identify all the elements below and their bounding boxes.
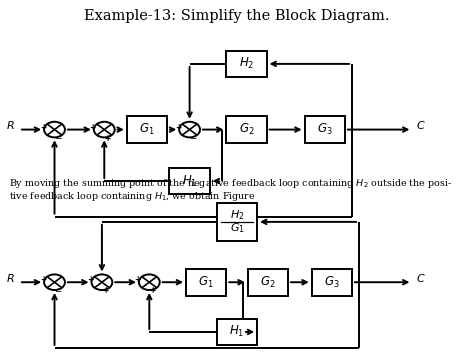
Text: $G_2$: $G_2$ [260, 275, 275, 290]
Text: $G_1$: $G_1$ [229, 222, 245, 235]
FancyBboxPatch shape [227, 116, 266, 143]
Text: $G_3$: $G_3$ [324, 275, 339, 290]
FancyBboxPatch shape [217, 319, 257, 345]
Text: $R$: $R$ [7, 119, 15, 131]
FancyBboxPatch shape [170, 168, 210, 194]
FancyBboxPatch shape [186, 269, 227, 295]
FancyBboxPatch shape [247, 269, 288, 295]
Text: +: + [90, 123, 96, 132]
Text: +: + [104, 134, 110, 143]
Text: tive feedback loop containing $H_1$, we obtain Figure: tive feedback loop containing $H_1$, we … [9, 190, 256, 203]
Text: $C$: $C$ [416, 272, 426, 284]
FancyBboxPatch shape [127, 116, 167, 143]
Text: $G_1$: $G_1$ [139, 122, 155, 137]
Text: Example-13: Simplify the Block Diagram.: Example-13: Simplify the Block Diagram. [84, 9, 390, 23]
Text: +: + [40, 123, 46, 132]
Text: −: − [54, 286, 62, 295]
Text: $H_1$: $H_1$ [182, 174, 197, 189]
Text: $H_2$: $H_2$ [230, 208, 244, 222]
Text: −: − [189, 134, 197, 143]
Text: $G_3$: $G_3$ [317, 122, 332, 137]
FancyBboxPatch shape [311, 269, 352, 295]
Text: $G_1$: $G_1$ [199, 275, 214, 290]
Text: $C$: $C$ [416, 119, 426, 131]
Text: +: + [40, 275, 46, 284]
Text: $H_1$: $H_1$ [229, 324, 245, 339]
Text: +: + [175, 123, 181, 132]
Text: $H_2$: $H_2$ [239, 56, 254, 71]
Text: +: + [87, 275, 93, 284]
FancyBboxPatch shape [304, 116, 345, 143]
FancyBboxPatch shape [227, 51, 266, 77]
Text: By moving the summing point of the negative feedback loop containing $H_2$ outsi: By moving the summing point of the negat… [9, 178, 452, 191]
Text: +: + [102, 286, 108, 295]
Text: $G_2$: $G_2$ [239, 122, 254, 137]
Text: $R$: $R$ [7, 272, 15, 284]
FancyBboxPatch shape [217, 203, 257, 241]
Text: −: − [54, 134, 62, 143]
Text: +: + [135, 275, 141, 284]
Text: +: + [149, 286, 155, 295]
